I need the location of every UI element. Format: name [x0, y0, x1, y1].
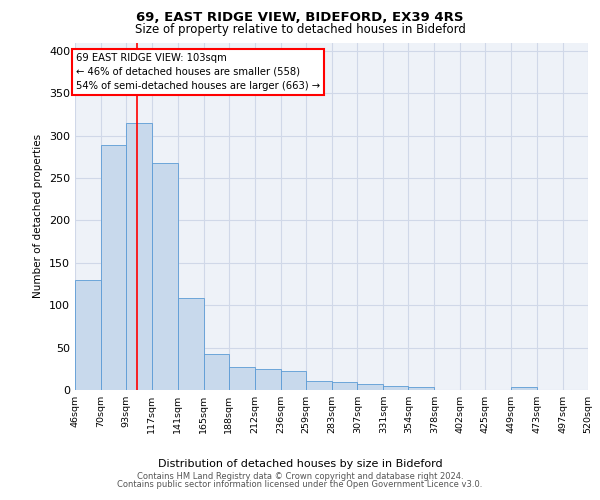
- Bar: [409, 388, 434, 390]
- Bar: [511, 386, 537, 390]
- Text: Distribution of detached houses by size in Bideford: Distribution of detached houses by size …: [158, 459, 442, 469]
- Bar: [152, 163, 178, 390]
- Bar: [126, 123, 152, 390]
- Text: 69 EAST RIDGE VIEW: 103sqm
← 46% of detached houses are smaller (558)
54% of sem: 69 EAST RIDGE VIEW: 103sqm ← 46% of deta…: [76, 52, 320, 90]
- Text: Contains HM Land Registry data © Crown copyright and database right 2024.: Contains HM Land Registry data © Crown c…: [137, 472, 463, 481]
- Y-axis label: Number of detached properties: Number of detached properties: [34, 134, 43, 298]
- Text: 69, EAST RIDGE VIEW, BIDEFORD, EX39 4RS: 69, EAST RIDGE VIEW, BIDEFORD, EX39 4RS: [136, 11, 464, 24]
- Bar: [383, 386, 409, 390]
- Bar: [101, 145, 126, 390]
- Bar: [178, 298, 204, 390]
- Bar: [204, 354, 229, 390]
- Text: Contains public sector information licensed under the Open Government Licence v3: Contains public sector information licen…: [118, 480, 482, 489]
- Bar: [254, 369, 281, 390]
- Bar: [358, 384, 383, 390]
- Text: Size of property relative to detached houses in Bideford: Size of property relative to detached ho…: [134, 22, 466, 36]
- Bar: [305, 380, 331, 390]
- Bar: [281, 372, 305, 390]
- Bar: [331, 382, 358, 390]
- Bar: [75, 280, 101, 390]
- Bar: [229, 367, 254, 390]
